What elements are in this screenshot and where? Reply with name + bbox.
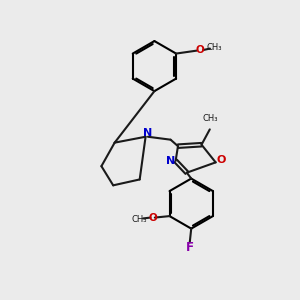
Text: O: O xyxy=(196,45,205,55)
Text: N: N xyxy=(143,128,153,138)
Text: CH₃: CH₃ xyxy=(131,214,147,224)
Text: O: O xyxy=(149,213,158,223)
Text: F: F xyxy=(186,241,194,254)
Text: O: O xyxy=(217,155,226,165)
Text: CH₃: CH₃ xyxy=(202,114,218,123)
Text: CH₃: CH₃ xyxy=(206,43,221,52)
Text: N: N xyxy=(166,156,175,166)
